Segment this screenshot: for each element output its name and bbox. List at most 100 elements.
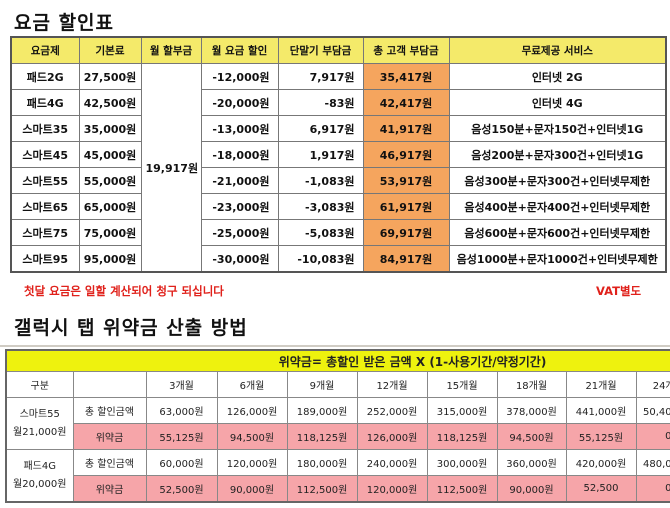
header-total-charge: 총 고객 부담금 — [362, 36, 450, 64]
plan-name: 스마트55 — [19, 408, 60, 420]
penalty-value: 120,000원 — [356, 475, 428, 503]
plan-name: 스마트45 — [10, 141, 80, 168]
plan-name: 스마트65 — [10, 193, 80, 220]
discount-row: 스마트55 월21,000원 총 할인금액 63,000원 126,000원 1… — [5, 397, 670, 450]
device-charge: -3,083원 — [277, 193, 364, 220]
device-charge: -83원 — [277, 89, 364, 116]
penalty-value: 55,125원 — [145, 423, 218, 450]
device-charge: 6,917원 — [277, 115, 364, 142]
base-fee: 95,000원 — [78, 245, 142, 273]
plan-cell: 패드4G 월20,000원 — [5, 449, 74, 503]
free-service: 음성400분+문자400건+인터넷무제한 — [448, 193, 667, 220]
header-month: 15개월 — [426, 371, 498, 398]
free-service: 음성200분+문자300건+인터넷1G — [448, 141, 667, 168]
table-row: 스마트75 75,000원 -25,000원 -5,083원 69,917원 음… — [10, 219, 667, 246]
discount-value: 60,000원 — [145, 449, 218, 476]
discount-value: 360,000원 — [496, 449, 567, 476]
header-month: 24개월 — [635, 371, 670, 398]
plan-name: 스마트95 — [10, 245, 80, 273]
monthly-discount: -23,000원 — [200, 193, 279, 220]
discount-value: 420,000원 — [565, 449, 637, 476]
plan-cell: 스마트55 월21,000원 — [5, 397, 74, 450]
total-charge: 53,917원 — [362, 167, 450, 194]
penalty-value: 118,125원 — [286, 423, 358, 450]
base-fee: 45,000원 — [78, 141, 142, 168]
monthly-discount: -13,000원 — [200, 115, 279, 142]
total-charge: 69,917원 — [362, 219, 450, 246]
table-row: 스마트65 65,000원 -23,000원 -3,083원 61,917원 음… — [10, 193, 667, 220]
penalty-calculation-table: 위약금= 총할인 받은 금액 X (1-사용기간/약정기간) 구분 3개월 6개… — [5, 349, 670, 503]
device-charge: -5,083원 — [277, 219, 364, 246]
table-row: 스마트45 45,000원 -18,000원 1,917원 46,917원 음성… — [10, 141, 667, 168]
discount-value: 126,000원 — [216, 397, 288, 424]
free-service: 음성150분+문자150건+인터넷1G — [448, 115, 667, 142]
header-month: 3개월 — [145, 371, 218, 398]
table-row: 스마트35 35,000원 -13,000원 6,917원 41,917원 음성… — [10, 115, 667, 142]
header-month: 18개월 — [496, 371, 567, 398]
rate-table-title: 요금 할인표 — [14, 12, 115, 34]
total-charge: 41,917원 — [362, 115, 450, 142]
plan-name: 스마트35 — [10, 115, 80, 142]
free-service: 음성300분+문자300건+인터넷무제한 — [448, 167, 667, 194]
months-header-row: 구분 3개월 6개월 9개월 12개월 15개월 18개월 21개월 24개월 — [5, 371, 670, 398]
device-charge: -10,083원 — [277, 245, 364, 273]
header-month: 21개월 — [565, 371, 637, 398]
plan-monthly: 월21,000원 — [13, 426, 67, 438]
plan-name: 패드4G — [23, 460, 56, 472]
section-divider — [0, 345, 670, 347]
penalty-value: 126,000원 — [356, 423, 428, 450]
base-fee: 65,000원 — [78, 193, 142, 220]
discount-value: 50,4000원 — [635, 397, 670, 424]
monthly-discount: -30,000원 — [200, 245, 279, 273]
penalty-section-title: 갤럭시 탭 위약금 산출 방법 — [14, 317, 248, 339]
discount-value: 378,000원 — [496, 397, 567, 424]
plan-name: 스마트75 — [10, 219, 80, 246]
free-service: 인터넷 4G — [448, 89, 667, 116]
penalty-value: 94,500원 — [496, 423, 567, 450]
header-base-fee: 기본료 — [78, 36, 142, 64]
monthly-discount: -21,000원 — [200, 167, 279, 194]
free-service: 인터넷 2G — [448, 63, 667, 90]
row-label: 총 할인금액 — [72, 397, 147, 424]
header-device-charge: 단말기 부담금 — [277, 36, 364, 64]
base-fee: 27,500원 — [78, 63, 142, 90]
base-fee: 55,000원 — [78, 167, 142, 194]
base-fee: 75,000원 — [78, 219, 142, 246]
header-plan: 요금제 — [10, 36, 80, 64]
penalty-value: 0 — [635, 475, 670, 503]
total-charge: 84,917원 — [362, 245, 450, 273]
discount-value: 252,000원 — [356, 397, 428, 424]
discount-value: 120,000원 — [216, 449, 288, 476]
table-row: 스마트55 55,000원 -21,000원 -1,083원 53,917원 음… — [10, 167, 667, 194]
monthly-discount: -20,000원 — [200, 89, 279, 116]
total-charge: 61,917원 — [362, 193, 450, 220]
penalty-value: 52,500 — [565, 475, 637, 503]
header-month: 6개월 — [216, 371, 288, 398]
total-charge: 46,917원 — [362, 141, 450, 168]
free-service: 음성1000분+문자1000건+인터넷무제한 — [448, 245, 667, 273]
row-label: 총 할인금액 — [72, 449, 147, 476]
discount-value: 441,000원 — [565, 397, 637, 424]
total-charge: 42,417원 — [362, 89, 450, 116]
penalty-formula: 위약금= 총할인 받은 금액 X (1-사용기간/약정기간) — [5, 349, 670, 372]
vat-note: VAT별도 — [596, 284, 642, 298]
monthly-discount: -25,000원 — [200, 219, 279, 246]
penalty-value: 52,500원 — [145, 475, 218, 503]
header-blank — [72, 371, 147, 398]
discount-value: 480,000원 — [635, 449, 670, 476]
device-charge: -1,083원 — [277, 167, 364, 194]
monthly-installment: 19,917원 — [140, 63, 202, 273]
table-row: 패드2G 27,500원 19,917원 -12,000원 7,917원 35,… — [10, 63, 667, 273]
header-month: 12개월 — [356, 371, 428, 398]
header-monthly-installment: 월 할부금 — [140, 36, 202, 64]
rate-discount-table: 요금제 기본료 월 할부금 월 요금 할인 단말기 부담금 총 고객 부담금 무… — [10, 36, 667, 273]
monthly-discount: -18,000원 — [200, 141, 279, 168]
monthly-discount: -12,000원 — [200, 63, 279, 90]
penalty-row: 위약금 52,500원 90,000원 112,500원 120,000원 11… — [6, 475, 670, 503]
formula-row: 위약금= 총할인 받은 금액 X (1-사용기간/약정기간) — [5, 349, 670, 372]
base-fee: 35,000원 — [78, 115, 142, 142]
plan-name: 패드2G — [10, 63, 80, 90]
penalty-value: 90,000원 — [496, 475, 567, 503]
table-row: 패드4G 42,500원 -20,000원 -83원 42,417원 인터넷 4… — [10, 89, 667, 116]
penalty-value: 118,125원 — [426, 423, 498, 450]
